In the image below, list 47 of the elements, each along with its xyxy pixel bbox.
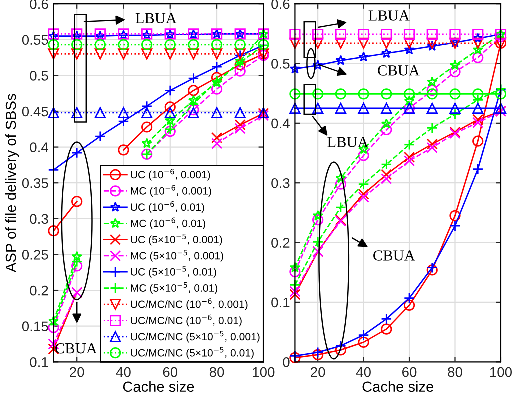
legend-label: UC (10$^{−6}$, 0.01) [131, 201, 204, 214]
x-axis-title: Cache size [123, 381, 194, 392]
y-tick-label: 0.3 [30, 214, 48, 224]
annotation: CBUA [378, 66, 420, 76]
x-tick-label: 60 [163, 367, 178, 378]
annotation: LBUA [368, 10, 410, 21]
y-axis-title: ASP of file delivery of SBSs [6, 94, 20, 273]
x-tick-label: 100 [490, 367, 512, 378]
y-tick-label: 0.5 [30, 71, 48, 81]
y-tick-label: 0.1 [30, 357, 48, 368]
x-tick-label: 40 [116, 367, 131, 378]
y-tick-label: 0.5 [272, 59, 290, 69]
legend-label: UC/MC/NC (10$^{−6}$, 0.001) [131, 298, 248, 310]
annotation: CBUA [374, 250, 416, 261]
x-tick-label: 80 [448, 367, 462, 378]
legend-label: MC (5×10$^{−5}$, 0.01) [131, 282, 218, 294]
legend-label: UC (5×10$^{−5}$, 0.01) [131, 266, 216, 278]
x-axis-title: Cache size [362, 381, 434, 392]
x-tick-label: 20 [70, 367, 84, 378]
y-tick-label: 0.2 [30, 286, 48, 296]
legend-label: UC/MC/NC (5×10$^{−5}$, 0.01) [131, 347, 254, 359]
legend-label: UC/MC/NC (10$^{−6}$, 0.01) [131, 314, 242, 327]
x-tick-label: 20 [311, 367, 326, 378]
legend-label: MC (5×10$^{−5}$, 0.001) [131, 250, 224, 262]
y-tick-label: 0.4 [30, 142, 48, 152]
legend-label: MC (10$^{−6}$, 0.001) [131, 185, 212, 197]
legend-label: UC (5×10$^{−5}$, 0.001) [131, 234, 222, 246]
x-tick-label: 100 [253, 367, 275, 378]
y-tick-label: 0.45 [22, 106, 48, 117]
y-tick-label: 0.3 [272, 178, 290, 188]
x-tick-label: 40 [356, 367, 371, 378]
y-tick-label: 0.4 [272, 118, 290, 129]
y-tick-label: 0 [283, 357, 290, 368]
y-tick-label: 0.15 [22, 322, 48, 332]
annotation: CBUA [56, 343, 98, 354]
annotation: LBUA [328, 137, 369, 148]
legend-label: MC (10$^{−6}$, 0.01) [131, 218, 206, 230]
y-tick-label: 0.2 [272, 238, 290, 248]
y-tick-label: 0.1 [272, 298, 290, 308]
x-tick-label: 80 [210, 367, 224, 378]
legend-label: UC/MC/NC (5×10$^{−5}$, 0.001) [131, 331, 260, 343]
y-tick-label: 0.35 [22, 178, 48, 188]
legend-label: UC (10$^{−6}$, 0.001) [131, 168, 210, 181]
y-tick-label: 0.55 [22, 35, 48, 46]
annotation: LBUA [136, 13, 177, 24]
x-tick-label: 60 [402, 367, 417, 378]
y-tick-label: 0.25 [22, 250, 48, 260]
